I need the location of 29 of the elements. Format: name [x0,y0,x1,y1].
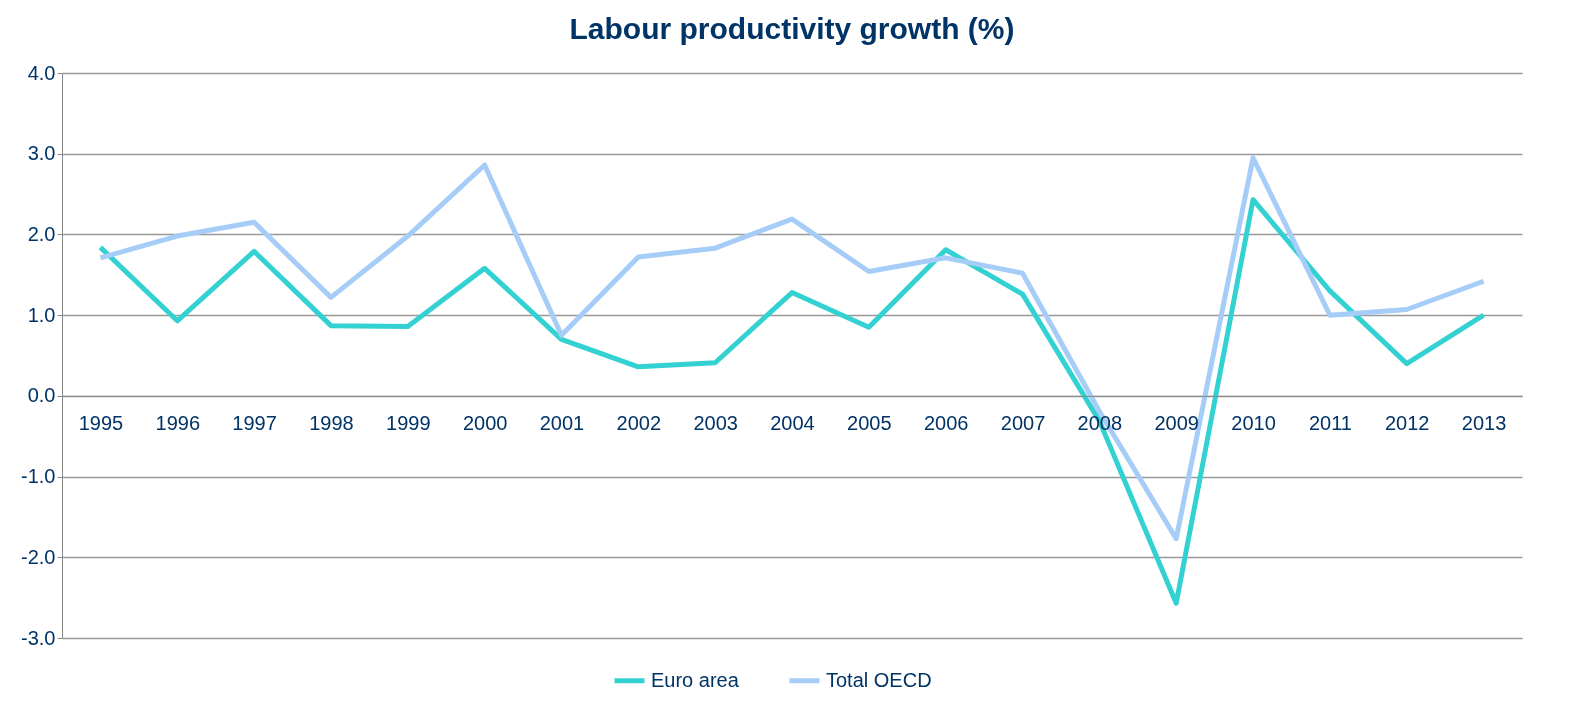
x-tick-label: 2001 [539,412,585,435]
x-tick-label: 2012 [1384,412,1430,435]
x-tick-label: 2013 [1461,412,1507,435]
x-tick-label: 2011 [1308,412,1352,435]
x-tick-label: 2004 [770,412,815,435]
legend-label: Euro area [651,668,740,691]
x-tick-label: 2010 [1231,412,1276,435]
y-tick-label: 0.0 [27,384,56,407]
x-tick-label: 2007 [1000,412,1046,435]
x-tick-label: 2006 [923,412,969,435]
x-tick-label: 2005 [847,412,892,435]
y-tick-label: 3.0 [27,142,56,165]
x-tick-label: 2000 [462,412,508,435]
legend-label: Total OECD [826,668,932,691]
y-tick-label: 2.0 [27,222,56,245]
y-tick-label: -2.0 [21,545,56,568]
x-tick-label: 1998 [309,412,354,435]
y-tick-label: -1.0 [21,465,56,488]
x-tick-label: 2003 [693,412,738,435]
y-tick-label: -3.0 [21,626,56,649]
x-tick-label: 2002 [616,412,662,435]
y-tick-label: 1.0 [27,303,56,326]
chart-title: Labour productivity growth (%) [569,12,1015,45]
x-tick-label: 1996 [155,412,201,435]
y-tick-label: 4.0 [27,61,56,84]
x-tick-label: 1999 [386,412,431,435]
x-tick-label: 2009 [1154,412,1199,435]
x-tick-label: 1995 [78,412,124,435]
x-tick-label: 1997 [232,412,277,435]
